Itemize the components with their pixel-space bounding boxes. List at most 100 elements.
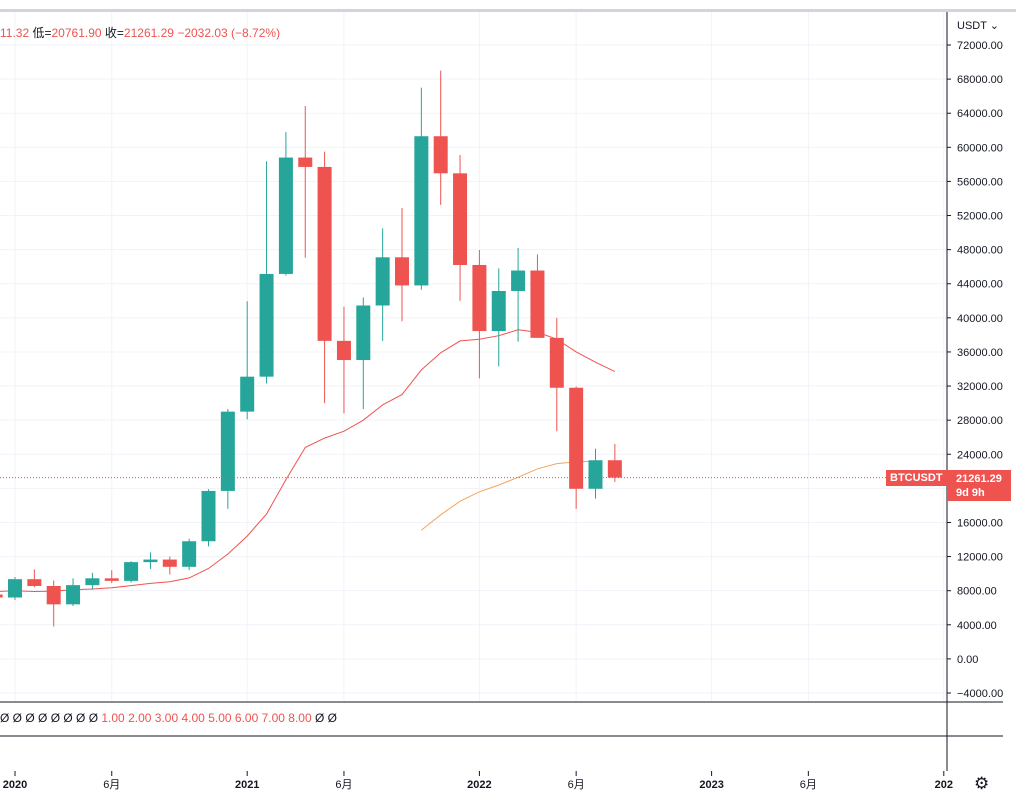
indicator-empty-value: Ø [63, 711, 77, 725]
candle[interactable] [491, 268, 506, 367]
candle[interactable] [0, 593, 3, 600]
candle-body [162, 559, 177, 567]
y-tick-label: 28000.00 [957, 415, 1003, 427]
candle[interactable] [124, 561, 139, 583]
indicator-empty-value: Ø [315, 711, 328, 725]
candle[interactable] [395, 207, 409, 322]
candle[interactable] [240, 301, 255, 420]
candle-body [588, 460, 603, 489]
y-tick-label: 56000.00 [957, 176, 1003, 188]
x-tick-label: 6月 [800, 779, 817, 791]
candle[interactable] [317, 151, 332, 404]
candle[interactable] [66, 578, 81, 607]
candle-body [66, 585, 81, 605]
current-price-value: 21261.29 [956, 473, 1002, 485]
y-tick-label: 8000.00 [957, 586, 997, 598]
candle[interactable] [259, 161, 274, 384]
y-tick-label: 72000.00 [957, 40, 1003, 52]
candle-body [356, 305, 371, 361]
candle[interactable] [569, 386, 584, 509]
indicator-empty-value: Ø [50, 711, 64, 725]
candle[interactable] [433, 70, 448, 205]
x-tick-label: 6月 [568, 779, 585, 791]
candle-body [298, 157, 313, 167]
candle[interactable] [298, 105, 313, 258]
y-tick-label: 68000.00 [957, 74, 1003, 86]
indicator-value: 1.00 [101, 711, 129, 725]
close-value: 21261.29 [123, 26, 174, 40]
candle[interactable] [356, 297, 371, 410]
time-axis[interactable]: 2020 6月 2021 6月 2022 6月 2023 6月 202 [3, 771, 953, 791]
candle-body [549, 337, 564, 388]
candle[interactable] [8, 577, 22, 601]
candle-body [27, 579, 42, 586]
candle[interactable] [414, 87, 429, 290]
indicator-empty-value: Ø [88, 711, 102, 725]
y-tick-label: 40000.00 [957, 313, 1003, 325]
indicator-empty-value: Ø [327, 711, 338, 725]
candle[interactable] [220, 409, 235, 509]
candle-body [143, 559, 158, 563]
close-label: 收= [104, 26, 124, 40]
indicator-empty-value: Ø [12, 711, 26, 725]
candle-body [453, 173, 468, 265]
y-tick-label: 48000.00 [957, 245, 1003, 257]
candle[interactable] [201, 489, 216, 547]
candle[interactable] [162, 556, 177, 575]
indicator-empty-value: Ø [0, 711, 13, 725]
candle[interactable] [85, 572, 100, 590]
currency-selector[interactable]: USDT ⌄ [957, 20, 1000, 32]
y-tick-label: 12000.00 [957, 552, 1003, 564]
indicator-value: 6.00 [234, 711, 262, 725]
candle-body [85, 578, 100, 586]
candle-body [317, 166, 332, 341]
candle[interactable] [472, 250, 487, 379]
candle[interactable] [530, 254, 545, 338]
high-value-fragment: 11.32 [0, 26, 30, 40]
candle-body [375, 257, 390, 306]
candle-body [395, 257, 409, 286]
candle-body [46, 585, 61, 605]
candle-body [124, 562, 139, 581]
indicator-value: 3.00 [154, 711, 182, 725]
candle[interactable] [46, 580, 61, 627]
current-price-label: 21261.29 9d 9h [947, 470, 1011, 501]
indicator-value: 7.00 [261, 711, 289, 725]
indicator-empty-value: Ø [25, 711, 39, 725]
candle-body [0, 594, 3, 598]
change-value: −2032.03 (−8.72%) [177, 26, 281, 40]
candle-body [414, 136, 429, 286]
grid-lines [0, 12, 947, 702]
candle[interactable] [588, 448, 603, 499]
candle[interactable] [549, 317, 564, 432]
low-label: 低= [32, 26, 52, 40]
candle[interactable] [607, 444, 622, 482]
indicator-empty-value: Ø [38, 711, 51, 725]
candle[interactable] [511, 247, 526, 342]
candle[interactable] [278, 131, 293, 276]
y-tick-label: 0.00 [957, 654, 978, 666]
indicator-value: 8.00 [288, 711, 315, 725]
candle-body [182, 541, 197, 567]
ohlc-legend: 11.32 低=20761.90 收=21261.29 −2032.03 (−8… [0, 24, 280, 41]
gear-icon[interactable]: ⚙ [974, 774, 990, 793]
candle[interactable] [182, 538, 197, 571]
candle-body [240, 376, 255, 412]
candle[interactable] [336, 306, 351, 414]
candles[interactable] [0, 70, 622, 627]
y-tick-label: 16000.00 [957, 517, 1003, 529]
x-tick-label: 2021 [235, 779, 259, 791]
candle[interactable] [104, 570, 119, 584]
top-toolbar-edge [0, 0, 1016, 12]
candle[interactable] [453, 154, 468, 301]
ma-line [421, 460, 596, 531]
candle[interactable] [143, 552, 158, 569]
indicator-value: 5.00 [208, 711, 235, 725]
candle[interactable] [27, 569, 42, 588]
indicator-value: 2.00 [128, 711, 155, 725]
candle[interactable] [375, 228, 390, 341]
price-axis[interactable]: −4000.00 0.00 4000.00 8000.00 12000.00 16000.… [947, 40, 1003, 700]
moving-average-lines [0, 329, 616, 593]
x-tick-label: 2022 [467, 779, 491, 791]
